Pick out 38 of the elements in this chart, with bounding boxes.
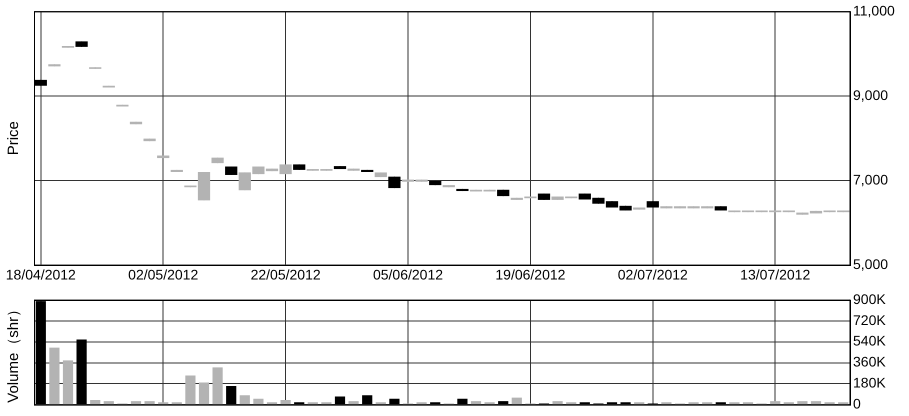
bar xyxy=(797,401,808,404)
x-tick-label: 22/05/2012 xyxy=(250,266,321,282)
bar xyxy=(130,401,142,404)
bar xyxy=(280,400,291,404)
y-tick-label: 9,000 xyxy=(853,86,888,103)
x-tick-label: 19/06/2012 xyxy=(495,266,566,282)
y-tick-label: 5,000 xyxy=(853,256,888,272)
bar xyxy=(240,395,250,404)
y-tick-label: 180K xyxy=(853,374,886,391)
x-tick-label: 05/06/2012 xyxy=(372,266,444,282)
x-tick-label: 18/04/2012 xyxy=(6,266,76,282)
y-tick-label: 540K xyxy=(853,332,886,349)
y-tick-label: 900K xyxy=(853,290,886,307)
bar xyxy=(198,382,210,404)
bar xyxy=(212,367,223,404)
bar xyxy=(512,398,522,404)
y-axis-title: Volume（shr） xyxy=(5,302,22,403)
bar xyxy=(62,360,74,404)
y-axis-title: Price xyxy=(5,121,22,156)
x-tick-label: 02/07/2012 xyxy=(618,266,688,282)
bar xyxy=(770,401,780,404)
bar xyxy=(253,398,264,404)
bar xyxy=(104,401,114,404)
y-tick-label: 360K xyxy=(853,354,886,370)
bar xyxy=(90,400,100,404)
bar xyxy=(470,401,482,404)
y-tick-label: 11,000 xyxy=(853,2,895,18)
x-tick-label: 02/05/2012 xyxy=(128,266,198,282)
bar xyxy=(144,401,155,404)
bar xyxy=(810,401,822,404)
y-tick-label: 720K xyxy=(853,312,886,328)
x-tick-label: 13/07/2012 xyxy=(740,266,810,282)
y-tick-label: 0 xyxy=(853,395,861,412)
bar xyxy=(348,401,359,404)
bar xyxy=(49,348,60,404)
bar xyxy=(185,376,196,404)
bar xyxy=(552,401,563,404)
y-tick-label: 7,000 xyxy=(853,171,888,188)
